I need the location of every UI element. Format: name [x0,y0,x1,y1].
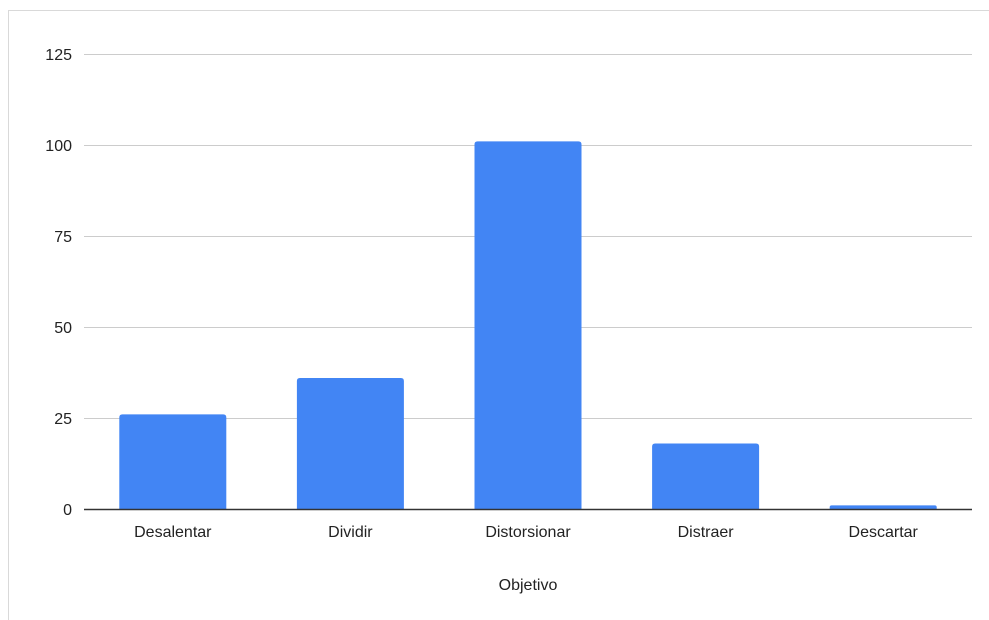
x-axis-title: Objetivo [499,577,558,594]
bar-distorsionar [474,141,582,510]
y-tick-label: 0 [63,502,72,519]
y-tick-label: 50 [54,320,72,337]
x-tick-label: Desalentar [134,524,212,541]
x-tick-label: Dividir [328,524,373,541]
y-tick-label: 25 [54,411,72,428]
x-tick-label: Distorsionar [485,524,571,541]
y-axis-ticks: 0 25 50 75 100 125 [45,47,72,519]
bar-desalentar [119,414,227,509]
bar-descartar [829,505,937,509]
y-tick-label: 75 [54,229,72,246]
bars [119,141,937,510]
bar-dividir [296,377,404,509]
x-tick-label: Distraer [678,524,735,541]
x-axis-ticks: Desalentar Dividir Distorsionar Distraer Des… [134,524,918,541]
bar-distraer [652,443,760,509]
y-tick-label: 100 [45,138,72,155]
x-tick-label: Descartar [849,524,919,541]
y-tick-label: 125 [45,47,72,64]
